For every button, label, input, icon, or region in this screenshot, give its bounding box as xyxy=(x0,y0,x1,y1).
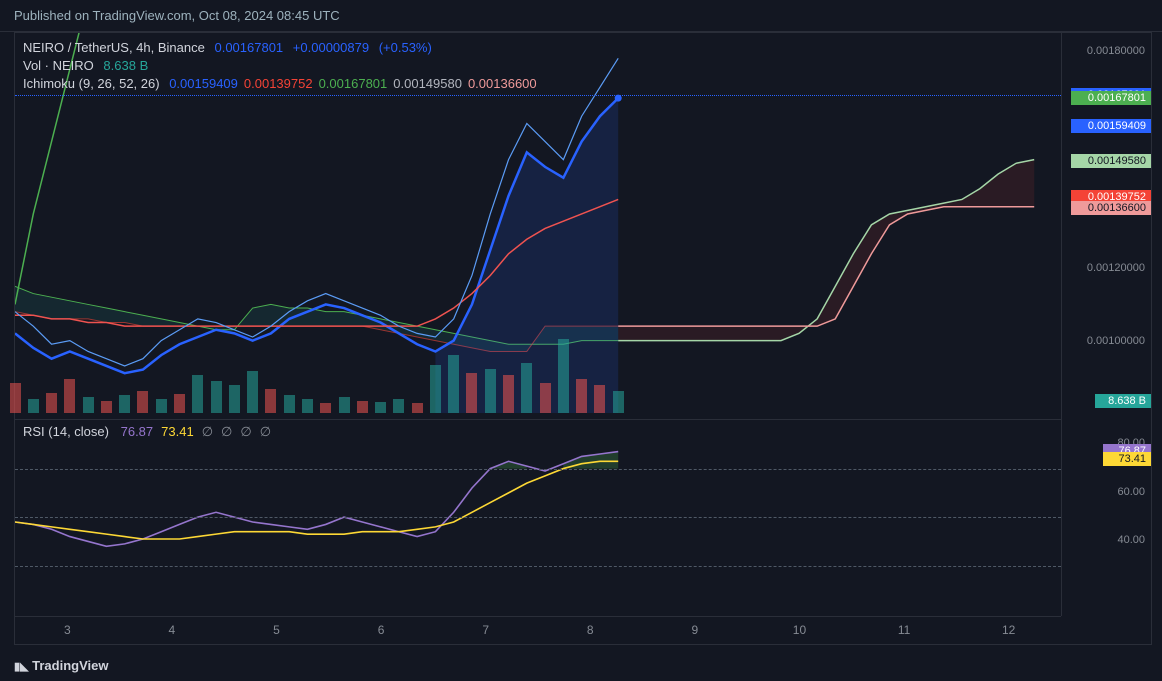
volume-bar xyxy=(521,363,532,413)
price-tag: 0.00159409 xyxy=(1071,119,1151,133)
x-tick: 9 xyxy=(643,617,748,644)
rsi-band xyxy=(15,517,1061,518)
rsi-band xyxy=(15,469,1061,470)
rsi-y-tick: 60.00 xyxy=(1117,486,1145,498)
chart-container: NEIRO / TetherUS, 4h, Binance 0.00167801… xyxy=(14,32,1152,645)
x-tick: 4 xyxy=(120,617,225,644)
volume-bar xyxy=(393,399,404,413)
volume-bar xyxy=(540,383,551,413)
y-tick: 0.00120000 xyxy=(1087,262,1145,274)
ichimoku-label: Ichimoku (9, 26, 52, 26) xyxy=(23,76,160,91)
volume-bars xyxy=(15,333,971,413)
volume-bar xyxy=(339,397,350,413)
x-tick: 11 xyxy=(852,617,957,644)
ichimoku-value: 0.00159409 xyxy=(169,76,238,91)
vol-value: 8.638 B xyxy=(103,58,148,73)
volume-bar xyxy=(156,399,167,413)
rsi-band xyxy=(15,566,1061,567)
rsi-chart-svg xyxy=(15,420,1055,590)
price-tag: 0.00167801 xyxy=(1071,91,1151,105)
y-tick: 0.00180000 xyxy=(1087,45,1145,57)
ichimoku-value: 0.00139752 xyxy=(244,76,313,91)
volume-bar xyxy=(46,393,57,413)
volume-bar xyxy=(137,391,148,413)
volume-bar xyxy=(594,385,605,413)
volume-bar xyxy=(448,355,459,413)
volume-bar xyxy=(412,403,423,413)
volume-bar xyxy=(119,395,130,413)
volume-bar xyxy=(101,401,112,413)
volume-bar xyxy=(430,365,441,413)
ichimoku-value: 0.00149580 xyxy=(393,76,462,91)
chart-legend: NEIRO / TetherUS, 4h, Binance 0.00167801… xyxy=(23,39,537,93)
rsi-panel[interactable]: RSI (14, close) 76.8773.41∅∅∅∅ xyxy=(15,419,1061,589)
volume-bar xyxy=(613,391,624,413)
symbol-pair[interactable]: NEIRO / TetherUS, 4h, Binance xyxy=(23,40,205,55)
x-tick: 12 xyxy=(956,617,1061,644)
x-tick: 5 xyxy=(224,617,329,644)
volume-bar xyxy=(357,401,368,413)
price-y-axis: 0.00180000 0.00120000 0.00100000 0.00167801… xyxy=(1061,33,1151,616)
volume-bar xyxy=(211,381,222,413)
change-pct: (+0.53%) xyxy=(379,40,432,55)
volume-bar xyxy=(192,375,203,413)
volume-bar xyxy=(485,369,496,413)
last-price: 0.00167801 xyxy=(214,40,283,55)
x-tick: 3 xyxy=(15,617,120,644)
time-x-axis: 3456789101112 xyxy=(15,616,1061,644)
price-tag: 0.00136600 xyxy=(1071,201,1151,215)
price-tag: 0.00149580 xyxy=(1071,154,1151,168)
logo-icon: ▮◣ xyxy=(14,661,29,673)
volume-bar xyxy=(64,379,75,413)
volume-bar xyxy=(265,389,276,413)
volume-bar xyxy=(466,373,477,413)
volume-bar xyxy=(503,375,514,413)
x-tick: 10 xyxy=(747,617,852,644)
volume-bar xyxy=(284,395,295,413)
y-tick: 0.00100000 xyxy=(1087,335,1145,347)
volume-bar xyxy=(375,402,386,413)
rsi-tag: 73.41 xyxy=(1103,452,1151,466)
volume-tag: 8.638 B xyxy=(1095,394,1151,408)
volume-bar xyxy=(247,371,258,413)
volume-bar xyxy=(302,399,313,413)
volume-bar xyxy=(83,397,94,413)
rsi-y-tick: 40.00 xyxy=(1117,534,1145,546)
change-abs: +0.00000879 xyxy=(293,40,369,55)
x-tick: 7 xyxy=(433,617,538,644)
volume-bar xyxy=(229,385,240,413)
current-price-line xyxy=(15,95,1061,96)
volume-bar xyxy=(174,394,185,413)
volume-bar xyxy=(28,399,39,413)
x-tick: 6 xyxy=(329,617,434,644)
publish-text: Published on TradingView.com, Oct 08, 20… xyxy=(14,8,340,23)
tradingview-logo[interactable]: ▮◣ TradingView xyxy=(14,658,108,673)
volume-bar xyxy=(576,379,587,413)
publish-header: Published on TradingView.com, Oct 08, 20… xyxy=(0,0,1162,32)
ichimoku-value: 0.00136600 xyxy=(468,76,537,91)
x-tick: 8 xyxy=(538,617,643,644)
ichimoku-value: 0.00167801 xyxy=(319,76,388,91)
volume-bar xyxy=(10,383,21,413)
ichimoku-legend-row: Ichimoku (9, 26, 52, 26) 0.00159409 0.001… xyxy=(23,75,537,93)
volume-bar xyxy=(320,403,331,413)
logo-text: TradingView xyxy=(32,658,108,673)
vol-label: Vol · NEIRO xyxy=(23,58,94,73)
volume-bar xyxy=(558,339,569,413)
